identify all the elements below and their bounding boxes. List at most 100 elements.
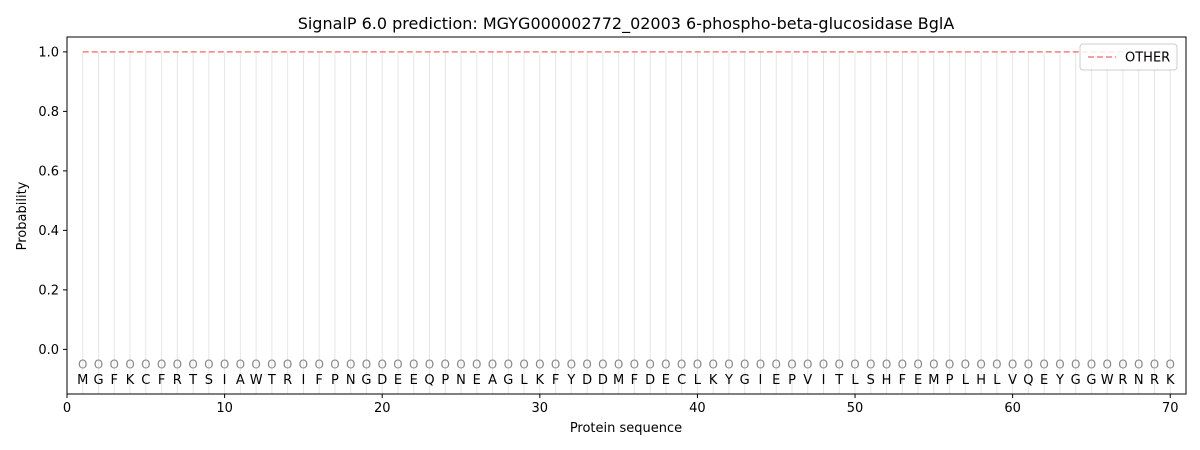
residue-label: K — [1166, 373, 1175, 388]
predicted-label: O — [456, 357, 465, 371]
residue-label: F — [552, 373, 559, 388]
predicted-label: O — [173, 357, 182, 371]
residue-label: F — [158, 373, 165, 388]
residue-label: Q — [1023, 373, 1033, 388]
residue-label: E — [914, 373, 922, 388]
residue-label: A — [236, 373, 245, 388]
residue-label: Y — [566, 373, 575, 388]
residue-label: E — [662, 373, 670, 388]
predicted-label: O — [708, 357, 717, 371]
predicted-label: O — [330, 357, 339, 371]
residue-label: P — [788, 373, 796, 388]
predicted-label: O — [803, 357, 812, 371]
predicted-label: O — [1102, 357, 1111, 371]
predicted-label: O — [740, 357, 749, 371]
predicted-label: O — [314, 357, 323, 371]
residue-label: G — [93, 373, 103, 388]
y-tick-label: 0.0 — [38, 343, 59, 358]
predicted-label: O — [661, 357, 670, 371]
residue-label: L — [851, 373, 859, 388]
predicted-label: O — [393, 357, 402, 371]
predicted-label: O — [1039, 357, 1048, 371]
residue-label: G — [1086, 373, 1096, 388]
residue-label: E — [772, 373, 780, 388]
predicted-label: O — [283, 357, 292, 371]
x-tick-label: 10 — [216, 401, 233, 416]
residue-label: T — [267, 373, 276, 388]
predicted-label: O — [346, 357, 355, 371]
predicted-label: O — [125, 357, 134, 371]
residue-label: E — [410, 373, 418, 388]
predicted-label: O — [614, 357, 623, 371]
residue-label: K — [536, 373, 545, 388]
x-tick-label: 70 — [1162, 401, 1179, 416]
axes-frame — [66, 36, 1187, 395]
predicted-label: O — [504, 357, 513, 371]
predicted-label: O — [1071, 357, 1080, 371]
residue-label: M — [928, 373, 939, 388]
predicted-label: O — [1055, 357, 1064, 371]
residue-label: W — [250, 373, 263, 388]
residue-label: H — [882, 373, 892, 388]
x-tick-label: 20 — [374, 401, 391, 416]
predicted-label: O — [141, 357, 150, 371]
residue-label: G — [1071, 373, 1081, 388]
predicted-label: O — [756, 357, 765, 371]
x-axis-label: Protein sequence — [570, 421, 682, 436]
predicted-label: O — [976, 357, 985, 371]
predicted-label: O — [898, 357, 907, 371]
residue-label: H — [976, 373, 986, 388]
predicted-label: O — [472, 357, 481, 371]
residue-label: D — [598, 373, 608, 388]
predicted-label: O — [693, 357, 702, 371]
x-tick-label: 60 — [1004, 401, 1021, 416]
predicted-label: O — [677, 357, 686, 371]
residue-label: I — [223, 373, 227, 388]
predicted-label: O — [204, 357, 213, 371]
y-tick-label: 0.4 — [38, 224, 59, 239]
predicted-label: O — [866, 357, 875, 371]
residue-label: C — [141, 373, 150, 388]
predicted-label: O — [645, 357, 654, 371]
residue-label: R — [283, 373, 292, 388]
residue-label: V — [803, 373, 812, 388]
predicted-label: O — [110, 357, 119, 371]
residue-label: F — [315, 373, 322, 388]
predicted-label: O — [850, 357, 859, 371]
residue-label: G — [361, 373, 371, 388]
predicted-label: O — [771, 357, 780, 371]
predicted-label: O — [787, 357, 796, 371]
predicted-label: O — [913, 357, 922, 371]
predicted-label: O — [929, 357, 938, 371]
plot-area: OMOGOFOKOCOFOROTOSOIOAOWOTOROIOFOPONOGOD… — [38, 36, 1187, 416]
predicted-label: O — [1134, 357, 1143, 371]
predicted-label: O — [1150, 357, 1159, 371]
residue-label: N — [1134, 373, 1144, 388]
predicted-label: O — [1118, 357, 1127, 371]
predicted-label: O — [362, 357, 371, 371]
residue-label: G — [503, 373, 513, 388]
residue-label: S — [205, 373, 213, 388]
predicted-label: O — [535, 357, 544, 371]
residue-label: G — [740, 373, 750, 388]
residue-label: M — [613, 373, 624, 388]
x-tick-label: 30 — [532, 401, 549, 416]
residue-label: I — [301, 373, 305, 388]
predicted-label: O — [992, 357, 1001, 371]
residue-label: E — [394, 373, 402, 388]
predicted-label: O — [441, 357, 450, 371]
residue-label: L — [993, 373, 1001, 388]
y-tick-label: 0.8 — [38, 105, 59, 120]
predicted-label: O — [945, 357, 954, 371]
residue-label: K — [126, 373, 135, 388]
predicted-label: O — [1166, 357, 1175, 371]
predicted-label: O — [551, 357, 560, 371]
predicted-label: O — [519, 357, 528, 371]
predicted-label: O — [598, 357, 607, 371]
predicted-label: O — [299, 357, 308, 371]
residue-label: E — [473, 373, 481, 388]
residue-label: Q — [424, 373, 434, 388]
residue-label: L — [520, 373, 528, 388]
residue-label: D — [377, 373, 387, 388]
predicted-label: O — [1087, 357, 1096, 371]
